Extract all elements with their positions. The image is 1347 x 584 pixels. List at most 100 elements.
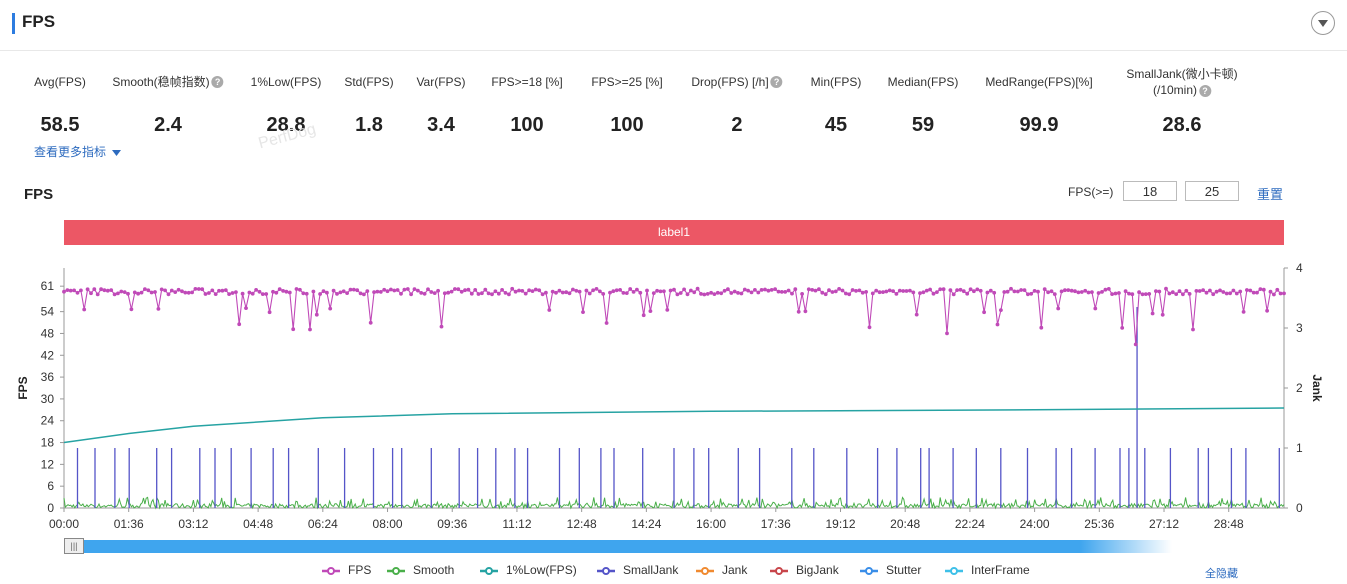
x-tick-label: 27:12	[1149, 517, 1179, 531]
metric-fps-ge-25: FPS>=25 [%] 100	[591, 62, 662, 137]
legend-label: Stutter	[886, 563, 922, 577]
legend-label: BigJank	[796, 563, 839, 577]
fps-point	[1069, 288, 1074, 293]
fps-point	[247, 290, 252, 295]
legend-label: FPS	[348, 563, 372, 577]
fps-point	[1019, 288, 1023, 292]
fps-point	[726, 287, 730, 292]
fps-point	[1100, 290, 1104, 294]
legend-item-1-low-fps-[interactable]: 1%Low(FPS)	[480, 563, 577, 577]
fps-point	[628, 287, 633, 291]
fps-point	[153, 290, 157, 294]
fps-point	[631, 290, 636, 294]
fps-point	[924, 288, 929, 293]
fps-point	[348, 287, 353, 292]
threshold-input-1[interactable]	[1123, 181, 1177, 201]
fps-point	[1231, 288, 1236, 293]
help-icon[interactable]: ?	[1199, 84, 1212, 97]
metric-value: 28.8	[266, 114, 306, 136]
fps-point	[426, 287, 430, 292]
fps-point	[422, 291, 427, 296]
legend-item-smooth[interactable]: Smooth	[387, 563, 454, 577]
time-range-slider[interactable]	[64, 540, 1284, 553]
legend-item-jank[interactable]: Jank	[696, 563, 747, 577]
fps-point	[416, 288, 420, 293]
fps-point	[1248, 288, 1253, 293]
fps-point	[1103, 287, 1108, 292]
slider-handle[interactable]: |||	[64, 538, 84, 554]
y-tick-label: 30	[41, 392, 55, 406]
fps-point	[517, 288, 521, 293]
fps-point	[581, 310, 585, 314]
fps-point	[476, 292, 481, 296]
fps-point	[870, 291, 875, 296]
fps-point	[176, 287, 181, 292]
fps-point	[116, 291, 120, 296]
fps-point	[1278, 291, 1283, 296]
legend-item-stutter[interactable]: Stutter	[860, 563, 921, 577]
fps-point	[948, 288, 953, 292]
fps-point	[847, 292, 852, 297]
x-tick-label: 28:48	[1214, 517, 1244, 531]
x-tick-label: 00:00	[49, 517, 79, 531]
label-band[interactable]: label1	[64, 220, 1284, 245]
fps-point	[702, 292, 707, 297]
help-icon[interactable]: ?	[770, 76, 783, 88]
fps-point	[955, 288, 959, 292]
fps-point	[1046, 290, 1050, 295]
metric-1pct-low: 1%Low(FPS) 28.8	[251, 62, 322, 137]
fps-point	[1009, 286, 1013, 291]
fps-point	[648, 309, 653, 313]
fps-point	[823, 292, 828, 297]
threshold-input-2[interactable]	[1185, 181, 1239, 201]
fps-point	[314, 312, 319, 317]
legend-item-bigjank[interactable]: BigJank	[770, 563, 839, 577]
fps-point	[803, 309, 808, 314]
metric-fps-ge-18: FPS>=18 [%] 100	[491, 62, 562, 137]
fps-point	[1005, 289, 1010, 294]
fps-point	[149, 290, 154, 295]
y-tick-label: 61	[41, 279, 55, 293]
fps-point	[921, 290, 926, 295]
metric-label: FPS>=18 [%]	[491, 75, 563, 89]
fps-point	[304, 291, 309, 296]
fps-point	[156, 307, 161, 311]
help-icon[interactable]: ?	[211, 76, 224, 88]
fps-point	[331, 288, 336, 293]
fps-point	[800, 292, 804, 296]
fps-point	[271, 289, 275, 294]
more-metrics-link[interactable]: 查看更多指标	[34, 143, 122, 160]
y2-tick-label: 4	[1296, 261, 1303, 275]
chart-legend: FPS Smooth 1%Low(FPS) SmallJank Jank BigJank S…	[0, 563, 1347, 581]
fps-point	[554, 290, 558, 295]
fps-point	[550, 289, 555, 294]
metric-value: 58.5	[40, 114, 80, 136]
fps-point	[139, 290, 144, 295]
fps-point	[914, 312, 919, 317]
fps-point	[486, 291, 491, 296]
panel-title: FPS	[22, 12, 56, 31]
fps-point	[598, 289, 602, 294]
fps-point	[540, 292, 545, 297]
metric-drop: Drop(FPS) [/h]? 2	[691, 62, 783, 137]
legend-item-interframe[interactable]: InterFrame	[945, 563, 1030, 577]
reset-button[interactable]: 重置	[1257, 187, 1284, 202]
fps-point	[753, 288, 757, 292]
legend-item-fps[interactable]: FPS	[322, 563, 371, 577]
fps-point	[264, 292, 269, 296]
fps-point	[1113, 291, 1118, 296]
toggle-all-series[interactable]: 全隐藏	[1205, 568, 1238, 580]
legend-item-smalljank[interactable]: SmallJank	[597, 563, 678, 577]
legend-label: Jank	[722, 563, 748, 577]
collapse-button[interactable]	[1311, 11, 1335, 35]
legend-marker-icon	[860, 566, 878, 575]
y-tick-label: 54	[41, 305, 55, 319]
fps-point	[1036, 289, 1040, 294]
x-tick-label: 12:48	[567, 517, 597, 531]
fps-point	[1083, 288, 1088, 293]
fps-point	[92, 287, 97, 292]
x-tick-label: 11:12	[502, 517, 531, 531]
fps-point	[601, 292, 606, 296]
fps-point	[1093, 306, 1098, 311]
